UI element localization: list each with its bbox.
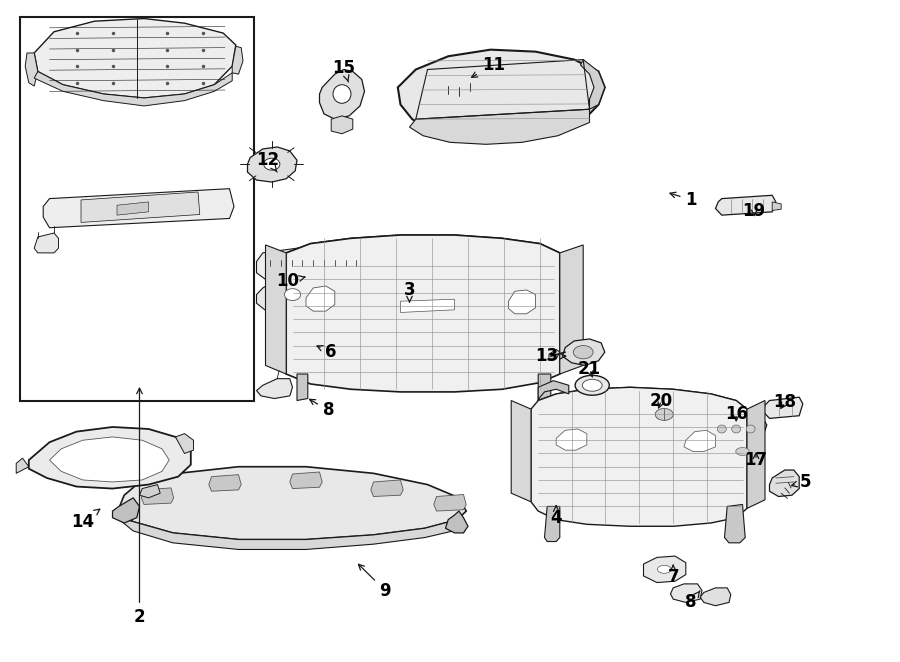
- Ellipse shape: [732, 425, 741, 433]
- Polygon shape: [538, 387, 747, 418]
- Polygon shape: [209, 475, 241, 491]
- Text: 13: 13: [536, 347, 565, 365]
- Polygon shape: [34, 233, 58, 253]
- Ellipse shape: [655, 408, 673, 420]
- Text: 7: 7: [668, 565, 679, 587]
- Polygon shape: [644, 556, 686, 583]
- Polygon shape: [331, 116, 353, 134]
- Polygon shape: [670, 584, 702, 602]
- Text: 8: 8: [310, 399, 334, 420]
- Polygon shape: [290, 472, 322, 489]
- Polygon shape: [50, 437, 169, 482]
- Polygon shape: [25, 53, 38, 86]
- Text: 2: 2: [134, 388, 145, 626]
- Text: 15: 15: [332, 58, 356, 82]
- Polygon shape: [706, 418, 767, 440]
- Polygon shape: [43, 189, 234, 228]
- Polygon shape: [320, 70, 365, 119]
- Polygon shape: [297, 374, 308, 401]
- Polygon shape: [268, 265, 320, 278]
- Text: 3: 3: [404, 281, 415, 302]
- Polygon shape: [763, 397, 803, 418]
- Polygon shape: [112, 498, 140, 523]
- Polygon shape: [286, 235, 560, 392]
- Polygon shape: [256, 238, 378, 279]
- Text: 14: 14: [71, 509, 100, 531]
- Polygon shape: [562, 339, 605, 365]
- Text: 11: 11: [472, 56, 505, 77]
- Text: 21: 21: [578, 360, 601, 379]
- Polygon shape: [538, 381, 569, 401]
- Polygon shape: [306, 286, 335, 311]
- Polygon shape: [700, 588, 731, 606]
- Polygon shape: [248, 147, 297, 182]
- Polygon shape: [266, 245, 286, 374]
- Text: 10: 10: [276, 272, 305, 291]
- Text: 9: 9: [358, 564, 391, 600]
- Text: 1: 1: [670, 191, 697, 209]
- Polygon shape: [770, 470, 799, 496]
- Text: 4: 4: [551, 506, 562, 527]
- Bar: [20, 17, 254, 401]
- Text: 6: 6: [317, 343, 337, 361]
- Polygon shape: [400, 299, 454, 312]
- Polygon shape: [117, 518, 459, 549]
- Ellipse shape: [575, 375, 609, 395]
- Polygon shape: [724, 504, 745, 543]
- Ellipse shape: [657, 565, 671, 573]
- Text: 16: 16: [724, 404, 748, 423]
- Ellipse shape: [573, 346, 593, 359]
- Polygon shape: [538, 374, 551, 401]
- Text: 5: 5: [791, 473, 811, 491]
- Polygon shape: [531, 387, 747, 526]
- Polygon shape: [772, 202, 781, 211]
- Polygon shape: [141, 488, 174, 504]
- Text: 8: 8: [686, 591, 700, 612]
- Polygon shape: [398, 50, 605, 140]
- Polygon shape: [232, 46, 243, 74]
- Polygon shape: [684, 430, 716, 451]
- Polygon shape: [371, 480, 403, 496]
- Polygon shape: [434, 495, 466, 511]
- Polygon shape: [508, 290, 536, 314]
- Polygon shape: [747, 401, 765, 508]
- Polygon shape: [716, 195, 776, 215]
- Polygon shape: [119, 467, 466, 540]
- Text: 18: 18: [773, 393, 796, 412]
- Ellipse shape: [736, 448, 749, 455]
- Polygon shape: [34, 71, 232, 106]
- Polygon shape: [176, 434, 194, 453]
- Polygon shape: [29, 427, 191, 489]
- Polygon shape: [256, 379, 292, 399]
- Polygon shape: [446, 511, 468, 533]
- Ellipse shape: [746, 425, 755, 433]
- Ellipse shape: [264, 158, 280, 170]
- Polygon shape: [140, 485, 160, 498]
- Polygon shape: [560, 245, 583, 374]
- Polygon shape: [286, 235, 560, 266]
- Text: 17: 17: [744, 451, 768, 469]
- Polygon shape: [511, 401, 531, 502]
- Polygon shape: [256, 273, 326, 316]
- Polygon shape: [16, 458, 29, 473]
- Polygon shape: [81, 192, 200, 222]
- Text: 19: 19: [742, 201, 766, 220]
- Text: 12: 12: [256, 151, 280, 172]
- Polygon shape: [410, 109, 590, 144]
- Polygon shape: [641, 402, 686, 427]
- Polygon shape: [722, 444, 758, 460]
- Ellipse shape: [333, 85, 351, 103]
- Polygon shape: [439, 61, 477, 87]
- Ellipse shape: [582, 379, 602, 391]
- Polygon shape: [556, 429, 587, 450]
- Polygon shape: [34, 19, 236, 98]
- Polygon shape: [117, 202, 148, 215]
- Polygon shape: [580, 60, 605, 109]
- Ellipse shape: [284, 289, 301, 301]
- Polygon shape: [549, 350, 560, 359]
- Ellipse shape: [717, 425, 726, 433]
- Text: 20: 20: [650, 391, 673, 410]
- Polygon shape: [544, 506, 560, 542]
